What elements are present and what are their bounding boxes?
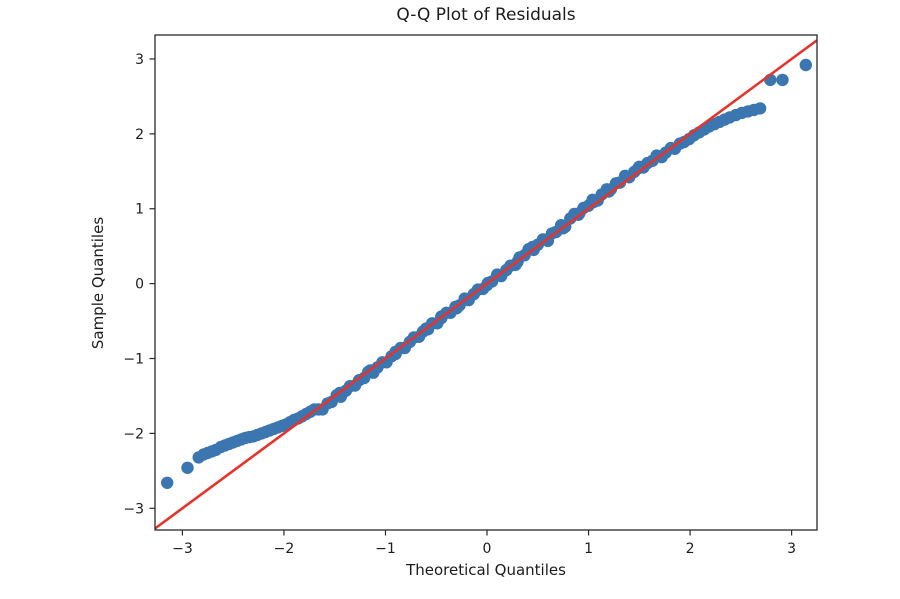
reference-line (154, 39, 818, 530)
y-tick-label: −1 (123, 352, 144, 368)
y-tick-label: 1 (135, 202, 144, 218)
data-point (799, 58, 812, 72)
y-axis-label: Sample Quantiles (89, 216, 107, 350)
x-tick-label: −2 (274, 541, 295, 557)
data-point (161, 476, 174, 489)
x-tick-label: 2 (686, 541, 695, 557)
data-point (587, 195, 600, 209)
x-tick-label: −1 (375, 541, 396, 557)
x-tick-label: 0 (483, 541, 492, 557)
axes-spines (154, 34, 818, 531)
y-tick-label: 2 (135, 127, 144, 143)
x-tick-label: 1 (584, 541, 593, 557)
y-tick-label: −3 (123, 501, 144, 517)
x-tick-label: −3 (172, 541, 193, 557)
x-tick-label: 3 (787, 541, 796, 557)
data-point (776, 73, 789, 87)
y-tick-label: 0 (135, 277, 144, 293)
y-tick-label: 3 (135, 52, 144, 68)
data-point (181, 461, 194, 474)
x-axis-label: Theoretical Quantiles (406, 561, 566, 579)
chart-title: Q-Q Plot of Residuals (396, 5, 576, 25)
data-point (753, 102, 767, 115)
y-tick-label: −2 (123, 426, 144, 442)
data-point (526, 240, 539, 254)
